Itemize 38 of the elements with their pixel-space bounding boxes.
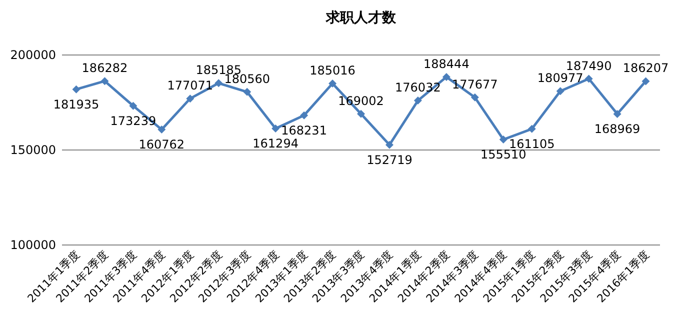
data-label: 188444 [424,56,470,71]
data-label: 152719 [366,152,412,167]
point [300,111,308,120]
data-label: 168969 [594,122,640,136]
data-label: 168231 [281,123,327,138]
data-label: 186282 [82,61,128,76]
data-label: 180977 [537,71,584,86]
data-label: 185016 [310,63,356,78]
y-tick-label: 100000 [10,238,56,252]
point [642,77,650,86]
point [72,85,80,94]
y-tick-label: 200000 [10,48,56,62]
point [243,88,252,96]
point [613,110,622,118]
point [442,72,450,81]
data-label: 177071 [167,78,214,93]
y-tick-label: 150000 [10,143,56,157]
data-label: 187490 [566,58,612,73]
point [357,110,365,118]
point [470,93,479,102]
point [158,126,166,134]
point [328,79,337,88]
data-label: 160762 [138,138,185,152]
chart-title: 求职人才数 [325,10,397,26]
point [272,124,280,133]
point [414,96,422,105]
point [584,74,593,83]
point [100,77,109,86]
point [499,136,508,144]
data-label: 186207 [622,61,669,76]
point [129,102,138,110]
point [385,140,394,149]
point [528,124,536,133]
data-label: 161294 [252,136,298,151]
point [214,79,223,88]
point [556,87,564,96]
data-label: 181935 [53,97,100,112]
point [186,94,194,103]
